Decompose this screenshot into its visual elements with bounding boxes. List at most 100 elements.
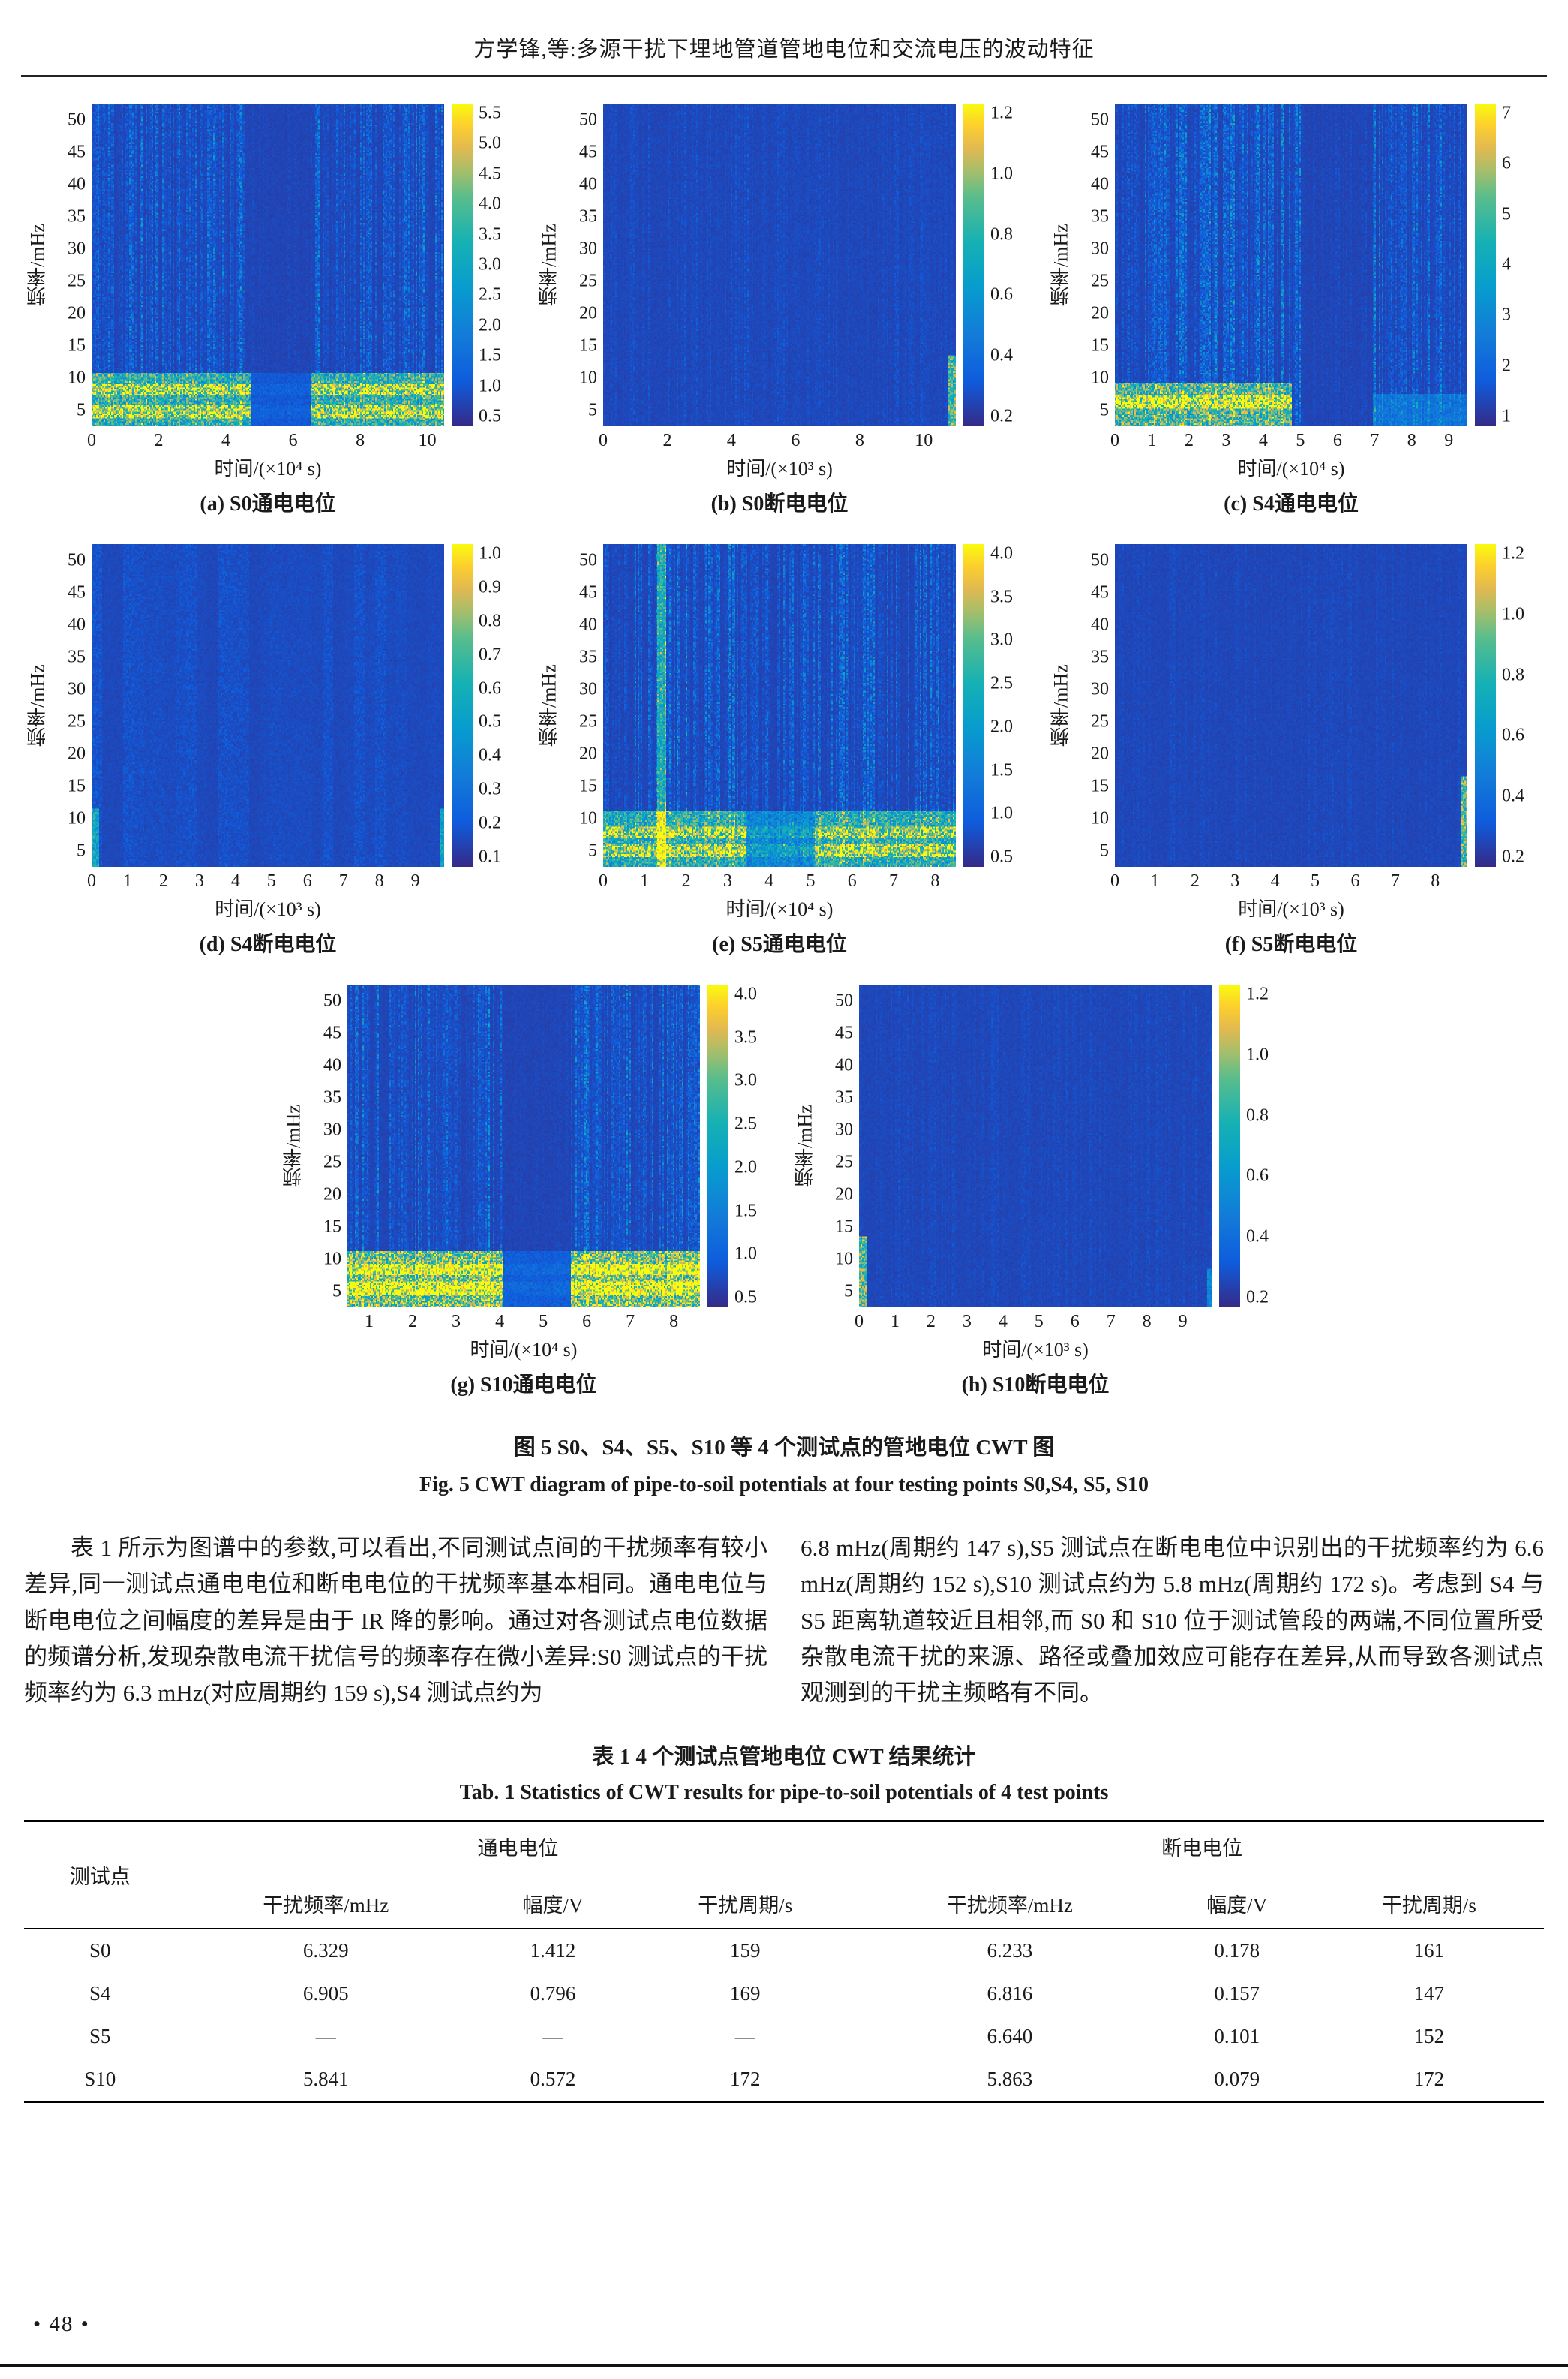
colorbar-a xyxy=(452,104,473,426)
x-tick: 3 xyxy=(194,871,204,891)
table-row-S0: S0 6.329 1.412 159 6.233 0.178 161 xyxy=(24,1929,1544,1972)
y-tick: 10 xyxy=(579,808,597,828)
subplot-title: (a) S0通电电位 xyxy=(200,492,336,516)
table-sub-header-row: 干扰频率/mHz 幅度/V 干扰周期/s 干扰频率/mHz 幅度/V 干扰周期/… xyxy=(24,1878,1544,1929)
y-axis-ticks: 50 45 40 35 30 25 20 15 10 5 xyxy=(563,104,603,426)
y-tick: 45 xyxy=(68,142,86,161)
x-tick: 0 xyxy=(87,871,96,891)
y-tick: 15 xyxy=(1091,335,1109,355)
x-tick: 10 xyxy=(418,431,437,450)
colorbar-tick: 2.5 xyxy=(990,673,1013,693)
x-tick: 7 xyxy=(338,871,348,891)
y-tick: 40 xyxy=(835,1055,853,1075)
heatmap-canvas-c xyxy=(1115,104,1467,426)
y-tick: 15 xyxy=(579,335,597,355)
y-tick: 45 xyxy=(835,1023,853,1042)
x-tick: 8 xyxy=(669,1312,679,1331)
colorbar-tick: 1.0 xyxy=(1502,604,1524,624)
value-cell: 6.905 xyxy=(302,1981,349,2005)
x-axis-ticks: 0 2 4 6 8 10 xyxy=(599,426,956,452)
y-tick: 30 xyxy=(323,1120,341,1139)
subplot-b: 频率/mHz 50 45 40 35 30 25 20 15 10 5 0 2 4 6 8 10 时间/(×10³… xyxy=(536,103,1032,517)
heatmap-d xyxy=(92,544,444,867)
colorbar-tick: 0.8 xyxy=(990,224,1013,245)
plot-column: 1 2 3 4 5 6 7 8 时间/(×10⁴ s) (g) S10通电电位 xyxy=(347,985,700,1398)
colorbar-tick: 5.0 xyxy=(479,133,501,153)
x-axis-ticks: 0 1 2 3 4 5 6 7 8 9 xyxy=(855,1307,1212,1333)
y-tick: 45 xyxy=(579,142,597,161)
bottom-rule xyxy=(0,2364,1568,2367)
y-tick: 30 xyxy=(68,239,86,258)
colorbar-tick: 3.5 xyxy=(990,587,1013,607)
value-cell: 0.178 xyxy=(1214,1938,1260,1962)
x-tick: 8 xyxy=(356,431,365,450)
plot-area-d: 频率/mHz 50 45 40 35 30 25 20 15 10 5 0 1 2 3 4 5 6 7 8 9 时间/(×… xyxy=(24,543,521,958)
x-tick: 4 xyxy=(764,871,774,891)
y-tick: 10 xyxy=(1091,368,1109,387)
subplot-g: 频率/mHz 50 45 40 35 30 25 20 15 10 5 1 2 3 4 5 6 7 8 时间/(×10… xyxy=(280,984,776,1398)
x-axis-label: 时间/(×10³ s) xyxy=(726,458,833,480)
plot-area-c: 频率/mHz 50 45 40 35 30 25 20 15 10 5 0 1 2 3 4 5 6 7 8 9 时间/(×… xyxy=(1047,103,1544,517)
colorbar-tick: 0.6 xyxy=(479,678,501,699)
x-tick: 1 xyxy=(1147,431,1157,450)
y-tick: 10 xyxy=(323,1249,341,1268)
colorbar-h xyxy=(1219,985,1240,1307)
subplot-a: 频率/mHz 50 45 40 35 30 25 20 15 10 5 0 2 4 6 8 10 时间/(×10⁴… xyxy=(24,103,521,517)
y-axis-ticks: 50 45 40 35 30 25 20 15 10 5 xyxy=(307,985,347,1307)
y-tick: 35 xyxy=(1091,206,1109,226)
body-column-right: 6.8 mHz(周期约 147 s),S5 测试点在断电电位中识别出的干扰频率约… xyxy=(801,1535,1544,1707)
colorbar-tick: 2.0 xyxy=(734,1157,757,1177)
value-cell: 5.841 xyxy=(302,2067,349,2090)
test-point-cell: S0 xyxy=(89,1938,111,1962)
colorbar-tick: 0.4 xyxy=(1246,1226,1269,1247)
colorbar-d xyxy=(452,544,473,867)
x-tick: 9 xyxy=(410,871,420,891)
x-tick: 5 xyxy=(1296,431,1305,450)
colorbar-ticks: 1.2 1.0 0.8 0.6 0.4 0.2 xyxy=(1240,984,1288,1307)
colorbar-tick: 4 xyxy=(1502,254,1511,275)
running-header-text: 方学锋,等:多源干扰下埋地管道管地电位和交流电压的波动特征 xyxy=(473,38,1095,62)
value-cell: 1.412 xyxy=(530,1938,576,1962)
x-tick: 2 xyxy=(662,431,672,450)
figure-caption-en: Fig. 5 CWT diagram of pipe-to-soil poten… xyxy=(419,1473,1149,1496)
heatmap-canvas-b xyxy=(603,104,956,426)
y-tick: 25 xyxy=(579,711,597,731)
colorbar-tick: 0.2 xyxy=(479,813,501,833)
colorbar-tick: 3 xyxy=(1502,305,1511,325)
subplot-title: (e) S5通电电位 xyxy=(712,933,847,956)
y-tick: 35 xyxy=(579,647,597,666)
y-tick: 45 xyxy=(323,1023,341,1042)
y-tick: 5 xyxy=(588,400,597,420)
subplot-title: (g) S10通电电位 xyxy=(450,1373,597,1397)
heatmap-e xyxy=(603,544,956,867)
x-tick: 3 xyxy=(1221,431,1231,450)
colorbar-tick: 2.0 xyxy=(479,315,501,335)
plot-column: 0 1 2 3 4 5 6 7 8 时间/(×10⁴ s) (e) S5通电电位 xyxy=(599,544,956,958)
y-tick: 40 xyxy=(579,174,597,194)
x-axis-label: 时间/(×10³ s) xyxy=(982,1339,1089,1361)
value-cell: 152 xyxy=(1413,2024,1445,2047)
colorbar-tick: 3.0 xyxy=(734,1070,757,1090)
y-tick: 20 xyxy=(68,303,86,323)
y-tick: 40 xyxy=(68,615,86,634)
x-tick: 4 xyxy=(1258,431,1268,450)
page-number: • 48 • xyxy=(33,2312,90,2336)
col-header-off-frequency: 干扰频率/mHz xyxy=(860,1878,1160,1929)
colorbar-tick: 4.0 xyxy=(479,194,501,214)
subplot-d: 频率/mHz 50 45 40 35 30 25 20 15 10 5 0 1 2 3 4 5 6 7 8 9 时间/(×… xyxy=(24,543,521,958)
y-tick: 35 xyxy=(68,206,86,226)
colorbar-tick: 0.9 xyxy=(479,577,501,597)
heatmap-canvas-h xyxy=(859,985,1212,1307)
value-cell: — xyxy=(542,2024,563,2047)
x-tick: 7 xyxy=(1106,1312,1116,1331)
y-axis-ticks: 50 45 40 35 30 25 20 15 10 5 xyxy=(1074,104,1115,426)
colorbar-tick: 1.0 xyxy=(479,376,501,396)
colorbar-tick: 2 xyxy=(1502,356,1511,376)
y-tick: 45 xyxy=(1091,582,1109,602)
x-tick: 2 xyxy=(1190,871,1200,891)
x-tick: 6 xyxy=(847,871,857,891)
subplot-f: 频率/mHz 50 45 40 35 30 25 20 15 10 5 0 1 2 3 4 5 6 7 8 时间/(×1… xyxy=(1047,543,1544,958)
x-tick: 5 xyxy=(539,1312,548,1331)
colorbar-tick: 2.5 xyxy=(734,1114,757,1134)
y-tick: 50 xyxy=(68,550,86,570)
